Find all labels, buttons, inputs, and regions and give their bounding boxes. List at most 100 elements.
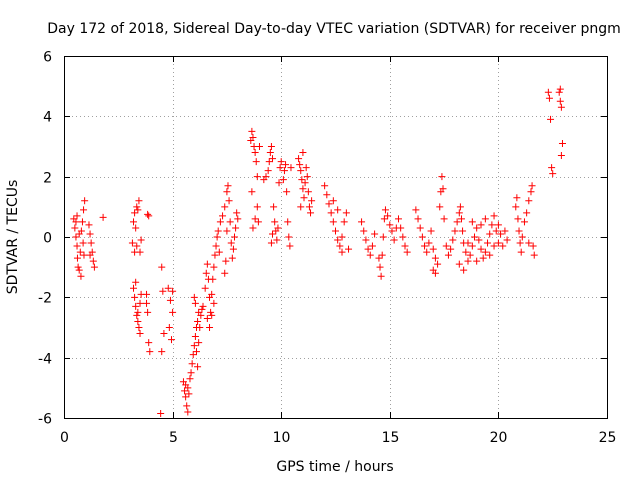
- data-point: [252, 158, 260, 166]
- data-point: [276, 164, 284, 172]
- data-point: [270, 203, 278, 211]
- data-point: [284, 218, 292, 226]
- data-point: [158, 348, 166, 356]
- data-point: [248, 188, 256, 196]
- data-point: [431, 254, 439, 262]
- data-point: [130, 218, 138, 226]
- data-point: [143, 290, 151, 298]
- plot-frame: [64, 56, 608, 419]
- data-point: [185, 390, 193, 398]
- data-point: [513, 194, 521, 202]
- data-point: [345, 245, 353, 253]
- data-point: [285, 233, 293, 241]
- data-point: [74, 263, 82, 271]
- data-point: [453, 218, 461, 226]
- data-point: [401, 242, 409, 250]
- data-point: [136, 299, 144, 307]
- data-point: [130, 284, 138, 292]
- data-point: [462, 248, 470, 256]
- data-point: [429, 245, 437, 253]
- data-point: [376, 263, 384, 271]
- data-point: [494, 221, 502, 229]
- data-point: [72, 233, 80, 241]
- data-point: [300, 194, 308, 202]
- data-point: [473, 224, 481, 232]
- data-point: [520, 218, 528, 226]
- data-point: [336, 242, 344, 250]
- data-point: [253, 203, 261, 211]
- data-point: [386, 221, 394, 229]
- data-point: [397, 224, 405, 232]
- data-point: [494, 239, 502, 247]
- data-point: [190, 342, 198, 350]
- data-point: [275, 179, 283, 187]
- data-point: [184, 384, 192, 392]
- data-point: [223, 227, 231, 235]
- data-point: [194, 317, 202, 325]
- data-point: [219, 212, 227, 220]
- y-tick-label: 0: [43, 231, 52, 247]
- data-point: [449, 236, 457, 244]
- data-point: [286, 242, 294, 250]
- data-point: [329, 218, 337, 226]
- data-point: [215, 248, 223, 256]
- data-point: [497, 230, 505, 238]
- data-point: [481, 248, 489, 256]
- data-point: [481, 215, 489, 223]
- data-point: [190, 293, 198, 301]
- data-point: [80, 251, 88, 259]
- data-point: [517, 248, 525, 256]
- data-point: [164, 284, 172, 292]
- y-tick-label: -6: [38, 412, 52, 428]
- data-point: [133, 242, 141, 250]
- data-point: [143, 299, 151, 307]
- data-point: [464, 239, 472, 247]
- data-point: [473, 257, 481, 265]
- data-point: [394, 215, 402, 223]
- data-point: [302, 164, 310, 172]
- data-point: [166, 296, 174, 304]
- data-point: [181, 387, 189, 395]
- data-point: [189, 351, 197, 359]
- data-point: [557, 103, 565, 111]
- data-point: [221, 269, 229, 277]
- data-point: [87, 239, 95, 247]
- data-point: [216, 218, 224, 226]
- data-point: [159, 287, 167, 295]
- data-point: [231, 233, 239, 241]
- data-point: [232, 224, 240, 232]
- data-point: [277, 158, 285, 166]
- data-point: [227, 239, 235, 247]
- data-point: [132, 278, 140, 286]
- data-point: [280, 167, 288, 175]
- data-point: [253, 173, 261, 181]
- data-point: [301, 179, 309, 187]
- data-point: [169, 308, 177, 316]
- data-point: [75, 266, 83, 274]
- data-point: [71, 224, 79, 232]
- data-point: [137, 236, 145, 244]
- data-point: [134, 206, 142, 214]
- data-point: [528, 182, 536, 190]
- data-point: [375, 254, 383, 262]
- data-point: [195, 339, 203, 347]
- data-point: [194, 363, 202, 371]
- y-tick-label: 4: [43, 110, 52, 126]
- data-point: [299, 185, 307, 193]
- data-point: [182, 393, 190, 401]
- data-point: [144, 308, 152, 316]
- data-point: [144, 210, 152, 218]
- data-point: [134, 308, 142, 316]
- data-point: [89, 257, 97, 265]
- data-point: [515, 227, 523, 235]
- data-point: [207, 308, 215, 316]
- data-point: [444, 251, 452, 259]
- data-point: [206, 324, 214, 331]
- data-point: [501, 227, 509, 235]
- data-point: [492, 227, 500, 235]
- data-point: [558, 139, 566, 147]
- data-point: [338, 248, 346, 256]
- data-point: [423, 248, 431, 256]
- data-point: [325, 200, 333, 208]
- data-point: [298, 176, 306, 184]
